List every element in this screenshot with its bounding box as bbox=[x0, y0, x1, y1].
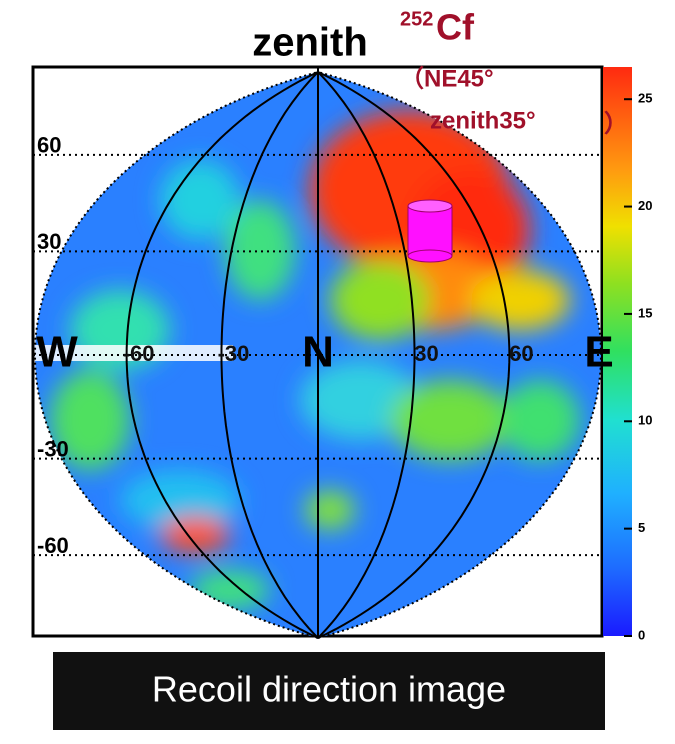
direction-label: N bbox=[302, 328, 334, 377]
annotation: ） bbox=[604, 110, 628, 137]
direction-label: E bbox=[584, 328, 613, 377]
colorbar-tick-label: 25 bbox=[638, 91, 652, 106]
source-marker bbox=[408, 200, 452, 262]
chart-title: zenith bbox=[252, 21, 368, 65]
lon-tick-label: -30 bbox=[218, 341, 250, 366]
direction-label: W bbox=[36, 328, 78, 377]
annotation: zenith35° bbox=[430, 107, 536, 134]
source-label: Cf bbox=[436, 7, 475, 48]
lat-tick-label: -60 bbox=[37, 533, 69, 558]
caption: Recoil direction image bbox=[152, 669, 506, 710]
lat-tick-label: 60 bbox=[37, 133, 61, 158]
colorbar-tick-label: 15 bbox=[638, 305, 652, 320]
colorbar-tick-label: 10 bbox=[638, 413, 652, 428]
colorbar-tick-label: 5 bbox=[638, 520, 645, 535]
lon-tick-label: 60 bbox=[509, 341, 533, 366]
lat-tick-label: 30 bbox=[37, 229, 61, 254]
lat-tick-label: -30 bbox=[37, 436, 69, 461]
lon-tick-label: -60 bbox=[123, 341, 155, 366]
colorbar-tick-label: 20 bbox=[638, 198, 652, 213]
chart: zenith 252 Cf （NE45° zenith35° ） Recoil … bbox=[0, 0, 675, 739]
colorbar-tick-label: 0 bbox=[638, 627, 645, 642]
page: zenith 252 Cf （NE45° zenith35° ） Recoil … bbox=[0, 0, 675, 739]
lon-tick-label: 30 bbox=[414, 341, 438, 366]
source-superscript: 252 bbox=[400, 8, 433, 30]
annotation: （NE45° bbox=[400, 65, 494, 92]
